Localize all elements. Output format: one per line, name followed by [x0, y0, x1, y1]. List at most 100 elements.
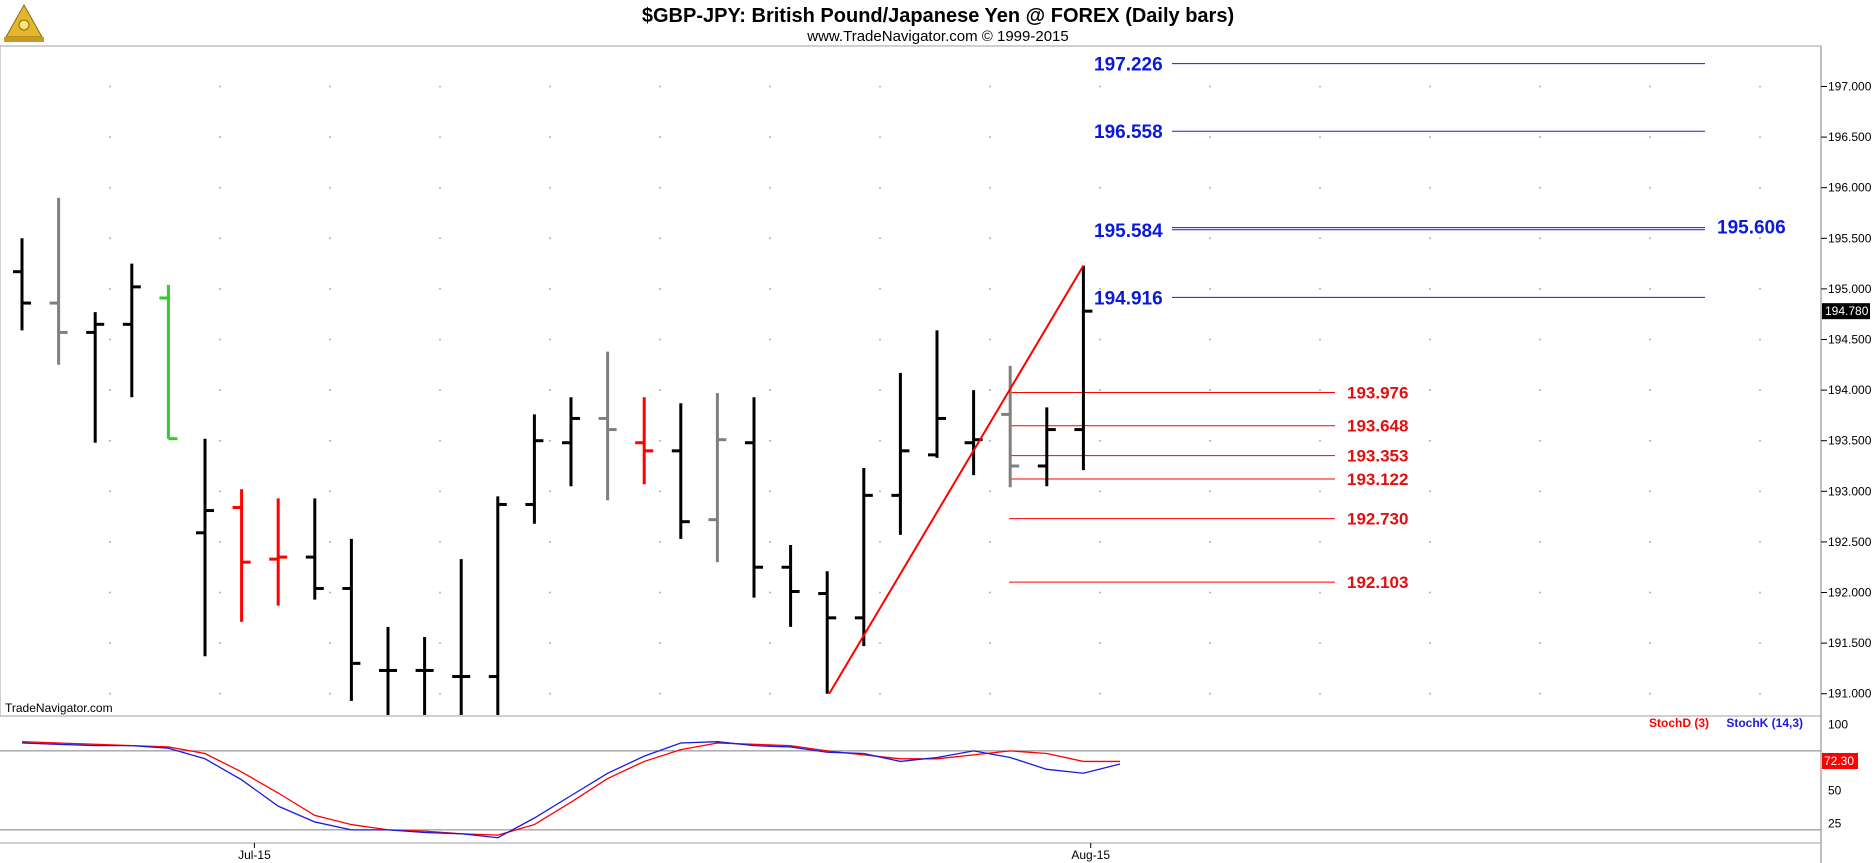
x-tick-label: Jul-15 [238, 848, 271, 862]
blue-level-label: 194.916 [1094, 288, 1163, 309]
grid-dot [989, 85, 991, 88]
y-tick-label: 192.000 [1828, 586, 1872, 600]
grid-dot [549, 287, 551, 290]
grid-dot [1429, 186, 1431, 189]
grid-dot [1759, 591, 1761, 594]
grid-dot [549, 338, 551, 341]
grid-dot [329, 692, 331, 695]
grid-dot [329, 186, 331, 189]
grid-dot [1099, 591, 1101, 594]
price-bars [13, 197, 1093, 715]
grid-dot [109, 338, 111, 341]
grid-dot [659, 642, 661, 645]
grid-dot [329, 287, 331, 290]
grid-dot [439, 85, 441, 88]
ohlc-bar [232, 489, 251, 622]
grid-dot [1319, 389, 1321, 392]
ohlc-bar [1037, 407, 1056, 487]
ohlc-bar [745, 397, 763, 598]
grid-dot [659, 389, 661, 392]
grid-dot [1759, 85, 1761, 88]
grid-dot [439, 490, 441, 493]
grid-dot [879, 287, 881, 290]
blue-level-label: 195.606 [1717, 218, 1786, 239]
grid-dot [1209, 490, 1211, 493]
grid-dot [1759, 540, 1761, 543]
ohlc-bar [525, 414, 544, 524]
grid-dot [1209, 692, 1211, 695]
y-tick-label: 195.500 [1828, 231, 1872, 245]
y-tick-label: 191.500 [1828, 636, 1872, 650]
grid-dot [329, 85, 331, 88]
grid-dot [549, 591, 551, 594]
last-price-tag [1822, 303, 1870, 320]
y-tick-label: 191.000 [1828, 687, 1872, 701]
stoch-lines [21, 741, 1121, 839]
grid-dot [659, 490, 661, 493]
stoch-axis: 10075502572.30 [1822, 718, 1858, 830]
grid-dot [989, 186, 991, 189]
grid-dot [1319, 186, 1321, 189]
grid-dot [769, 490, 771, 493]
grid-dot [329, 591, 331, 594]
grid-dot [1649, 186, 1651, 189]
grid-dot [659, 186, 661, 189]
grid-dot [769, 237, 771, 240]
grid-dot [989, 642, 991, 645]
ohlc-bar [49, 197, 68, 365]
grid-dot [1759, 692, 1761, 695]
grid-dot [989, 540, 991, 543]
grid-dot [1429, 490, 1431, 493]
grid-dot [109, 439, 111, 442]
blue-level-label: 196.558 [1094, 122, 1163, 143]
grid-dot [109, 591, 111, 594]
grid-dot [989, 338, 991, 341]
ohlc-bar [891, 372, 910, 535]
ohlc-bar [562, 397, 580, 487]
grid-dot [1319, 642, 1321, 645]
grid-dot [1099, 642, 1101, 645]
grid-dot [1099, 186, 1101, 189]
grid-dot [1539, 186, 1541, 189]
grid-dot [659, 85, 661, 88]
grid-dot [1759, 237, 1761, 240]
grid-dot [1539, 490, 1541, 493]
stoch-series-line [21, 741, 1121, 839]
grid-dot [219, 186, 221, 189]
grid-dot [109, 692, 111, 695]
grid-dot [659, 439, 661, 442]
grid-dot [1099, 237, 1101, 240]
grid-dot [549, 490, 551, 493]
grid-dot [879, 389, 881, 392]
grid-dot [1539, 642, 1541, 645]
grid-dot [439, 186, 441, 189]
grid-dot [769, 136, 771, 139]
grid-dot [1209, 287, 1211, 290]
ohlc-bar [708, 393, 727, 563]
grid-dot [989, 136, 991, 139]
grid-dot [769, 591, 771, 594]
stoch-last-value-label: 72.30 [1824, 754, 1854, 768]
grid-dot [219, 136, 221, 139]
grid-dot [879, 692, 881, 695]
grid-dot [1319, 591, 1321, 594]
grid-dot [1209, 338, 1211, 341]
grid-dot [879, 490, 881, 493]
grid-dot [989, 692, 991, 695]
grid-dot [659, 591, 661, 594]
grid-dot [109, 642, 111, 645]
sextant-icon [4, 3, 44, 42]
grid-dot [769, 389, 771, 392]
y-tick-label: 192.500 [1828, 535, 1872, 549]
y-tick-label: 197.000 [1828, 79, 1872, 93]
grid-dot [219, 692, 221, 695]
grid-dot [219, 490, 221, 493]
grid-dot [1759, 389, 1761, 392]
grid-dot [439, 389, 441, 392]
grid-dot [1649, 389, 1651, 392]
grid-dot [219, 642, 221, 645]
chart-subtitle: www.TradeNavigator.com © 1999-2015 [806, 28, 1068, 45]
grid-dot [1319, 287, 1321, 290]
grid-dot [439, 237, 441, 240]
grid-dot [1759, 338, 1761, 341]
